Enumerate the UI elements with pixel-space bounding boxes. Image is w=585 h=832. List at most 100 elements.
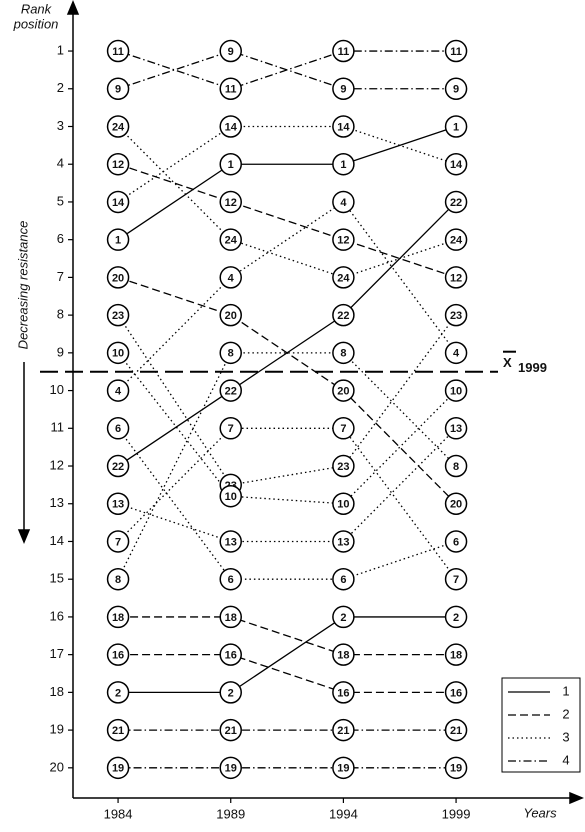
node-label: 24: [337, 272, 350, 284]
x-tick-label: 1994: [329, 806, 358, 821]
y-tick-label: 11: [51, 420, 65, 435]
rank-node: [219, 341, 242, 365]
rank-node: [332, 605, 355, 629]
node-label: 23: [337, 461, 349, 473]
node-label: 6: [453, 536, 459, 548]
node-label: 12: [450, 272, 462, 284]
rank-node: [219, 115, 242, 138]
node-label: 13: [337, 536, 349, 548]
rank-node: [332, 152, 355, 176]
legend-label: 2: [562, 706, 569, 721]
rank-node: [444, 454, 468, 478]
rank-node: [332, 115, 355, 138]
rank-node: [106, 643, 130, 666]
rank-node: [444, 190, 468, 214]
node-label: 11: [112, 46, 124, 58]
node-label: 12: [225, 197, 237, 209]
y-tick-label: 10: [50, 382, 64, 397]
rank-node: [106, 190, 130, 214]
y-tick-label: 7: [57, 269, 64, 284]
rank-node: [106, 115, 130, 138]
node-label: 19: [225, 763, 237, 775]
node-label: 2: [340, 612, 346, 624]
rank-node: [444, 152, 468, 176]
node-label: 20: [337, 385, 349, 397]
node-label: 9: [115, 84, 121, 96]
node-label: 22: [337, 310, 349, 322]
series-line: [117, 201, 457, 392]
series-line: [117, 50, 457, 90]
rank-node: [106, 454, 130, 478]
rank-node: [332, 681, 355, 704]
node-label: 23: [450, 310, 462, 322]
rank-node: [219, 718, 242, 742]
node-label: 21: [225, 725, 237, 737]
node-label: 7: [340, 423, 346, 435]
node-label: 4: [228, 272, 235, 284]
rank-node: [219, 681, 242, 704]
rank-node: [332, 228, 355, 251]
node-label: 4: [340, 197, 347, 209]
node-label: 7: [228, 423, 234, 435]
series-line: [118, 653, 457, 694]
node-label: 12: [337, 235, 349, 247]
node-label: 21: [112, 725, 124, 737]
axes: [17, 0, 584, 805]
rank-node: [332, 303, 355, 327]
node-label: 23: [112, 310, 124, 322]
rank-node: [219, 567, 242, 591]
x-tick-label: 1989: [216, 806, 245, 821]
node-label: 22: [225, 385, 237, 397]
rank-node: [219, 152, 242, 176]
node-label: 24: [450, 235, 463, 247]
y-axis-title: Rank: [21, 1, 53, 16]
node-label: 20: [450, 499, 462, 511]
node-label: 6: [228, 574, 234, 586]
rank-node: [332, 341, 355, 365]
rank-node: [106, 681, 130, 704]
node-label: 19: [450, 763, 462, 775]
rank-node: [444, 115, 468, 138]
rank-node: [219, 39, 242, 63]
node-label: 13: [450, 423, 462, 435]
node-label: 8: [115, 574, 121, 586]
node-label: 1: [115, 235, 121, 247]
rank-node: [106, 756, 130, 780]
rank-node: [444, 303, 468, 327]
y-axis-title: position: [13, 16, 59, 31]
rank-node: [219, 417, 242, 440]
legend-label: 3: [562, 729, 569, 744]
node-label: 9: [340, 84, 346, 96]
series-line: [117, 163, 457, 279]
node-label: 11: [225, 84, 237, 96]
rank-node: [444, 228, 468, 251]
series-line: [118, 616, 457, 656]
node-label: 6: [115, 423, 121, 435]
x-tick-label: 1999: [442, 806, 471, 821]
node-label: 13: [112, 499, 124, 511]
y-tick-label: 5: [57, 193, 64, 208]
node-label: 14: [337, 121, 350, 133]
series-line: [117, 126, 457, 279]
node-label: 16: [112, 650, 124, 662]
y-tick-label: 20: [50, 759, 64, 774]
rank-node: [106, 379, 130, 402]
series-line: [117, 427, 457, 580]
rank-node: [332, 643, 355, 666]
rank-node: [106, 39, 130, 63]
node-label: 19: [337, 763, 349, 775]
node-label: 10: [450, 385, 462, 397]
node-label: 8: [453, 461, 459, 473]
rank-node: [219, 605, 242, 629]
rank-node: [106, 266, 130, 289]
rank-node: [106, 77, 130, 101]
legend-label: 1: [562, 683, 569, 698]
node-label: 2: [228, 687, 234, 699]
series-line: [117, 352, 457, 505]
node-label: 9: [453, 84, 459, 96]
lines: [117, 50, 457, 769]
node-label: 11: [338, 46, 350, 58]
series-line: [117, 352, 457, 580]
rank-node: [332, 266, 355, 289]
reference-subscript: 1999: [518, 360, 547, 375]
